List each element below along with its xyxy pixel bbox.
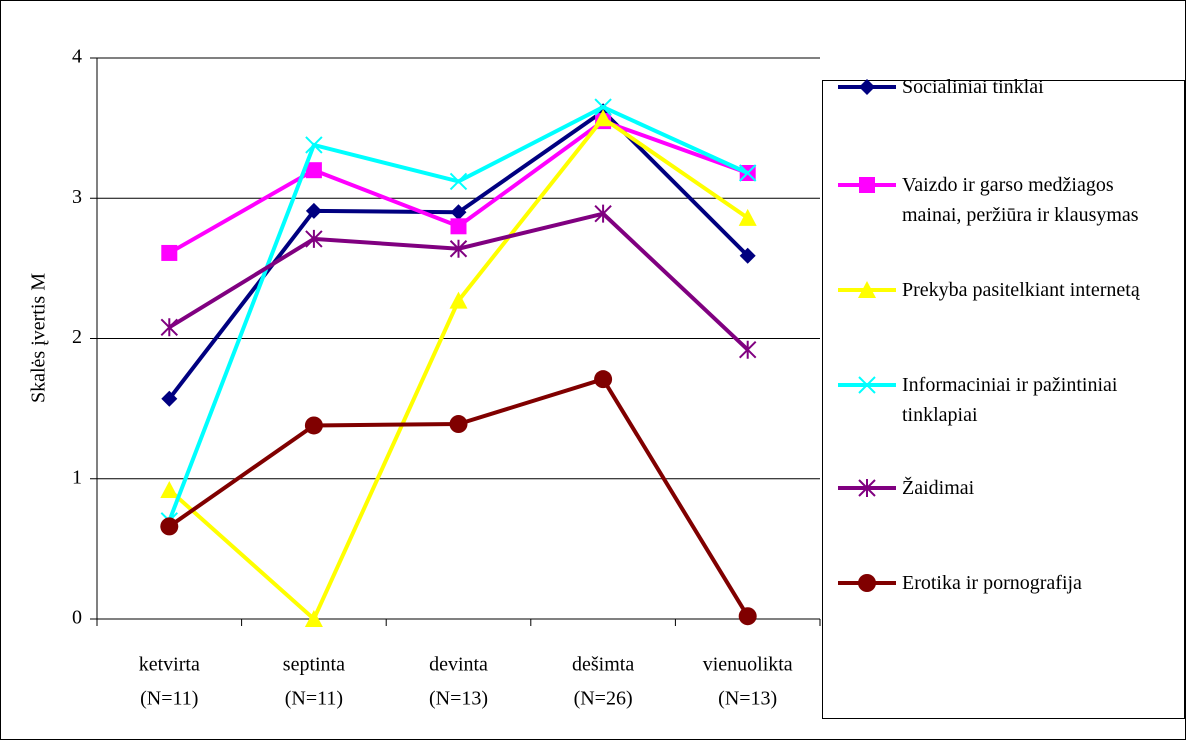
legend-label: Prekyba pasitelkiant internetą <box>902 279 1140 301</box>
marker <box>858 376 876 394</box>
marker <box>738 164 757 182</box>
marker <box>161 244 178 261</box>
series-line <box>168 376 750 618</box>
marker <box>739 247 756 264</box>
legend-label: Erotika ir pornografija <box>902 572 1082 594</box>
x-tick-label: septinta <box>283 654 345 676</box>
marker <box>305 229 323 248</box>
marker <box>594 204 612 223</box>
y-axis-label: Skalės įvertis M <box>28 273 50 403</box>
legend-label: Informaciniai ir pažintiniai tinklapiai <box>902 374 1118 426</box>
legend-label: Socialiniai tinklai <box>902 76 1044 98</box>
x-tick-label: vienuolikta <box>703 654 793 676</box>
marker <box>859 79 875 95</box>
y-tick-label: 3 <box>72 186 82 208</box>
marker <box>738 607 757 626</box>
marker <box>858 281 876 298</box>
marker <box>450 204 467 221</box>
marker <box>305 202 322 219</box>
marker <box>594 98 612 116</box>
x-tick-label: dešimta <box>572 654 634 676</box>
x-tick-label: devinta <box>429 654 488 676</box>
series-line <box>167 115 749 623</box>
marker <box>449 291 468 309</box>
marker <box>858 479 876 497</box>
marker <box>450 218 467 235</box>
marker <box>449 415 468 434</box>
x-tick-label: (N=26) <box>574 688 633 710</box>
marker <box>305 162 322 179</box>
marker <box>161 390 178 407</box>
marker <box>449 239 468 258</box>
marker <box>160 318 179 337</box>
marker <box>859 177 875 193</box>
y-tick-label: 1 <box>72 466 82 488</box>
x-tick-label: ketvirta <box>139 654 200 676</box>
legend-box <box>822 80 1185 719</box>
y-tick-label: 0 <box>72 607 82 629</box>
marker <box>449 172 468 191</box>
legend-label: Vaizdo ir garso medžiagos mainai, peržiū… <box>902 174 1139 226</box>
marker <box>594 370 613 389</box>
marker <box>304 416 323 435</box>
marker <box>304 610 323 627</box>
y-tick-label: 2 <box>72 326 82 348</box>
marker <box>738 208 757 226</box>
x-tick-label: (N=13) <box>429 688 488 710</box>
marker <box>858 574 876 592</box>
marker <box>305 136 323 154</box>
x-tick-label: (N=11) <box>285 688 343 710</box>
x-tick-label: (N=11) <box>140 688 198 710</box>
marker <box>160 480 179 498</box>
marker <box>594 109 613 127</box>
marker <box>160 517 179 536</box>
y-tick-label: 4 <box>72 46 82 68</box>
x-tick-label: (N=13) <box>718 688 777 710</box>
legend-label: Žaidimai <box>902 477 975 499</box>
marker <box>738 340 757 359</box>
